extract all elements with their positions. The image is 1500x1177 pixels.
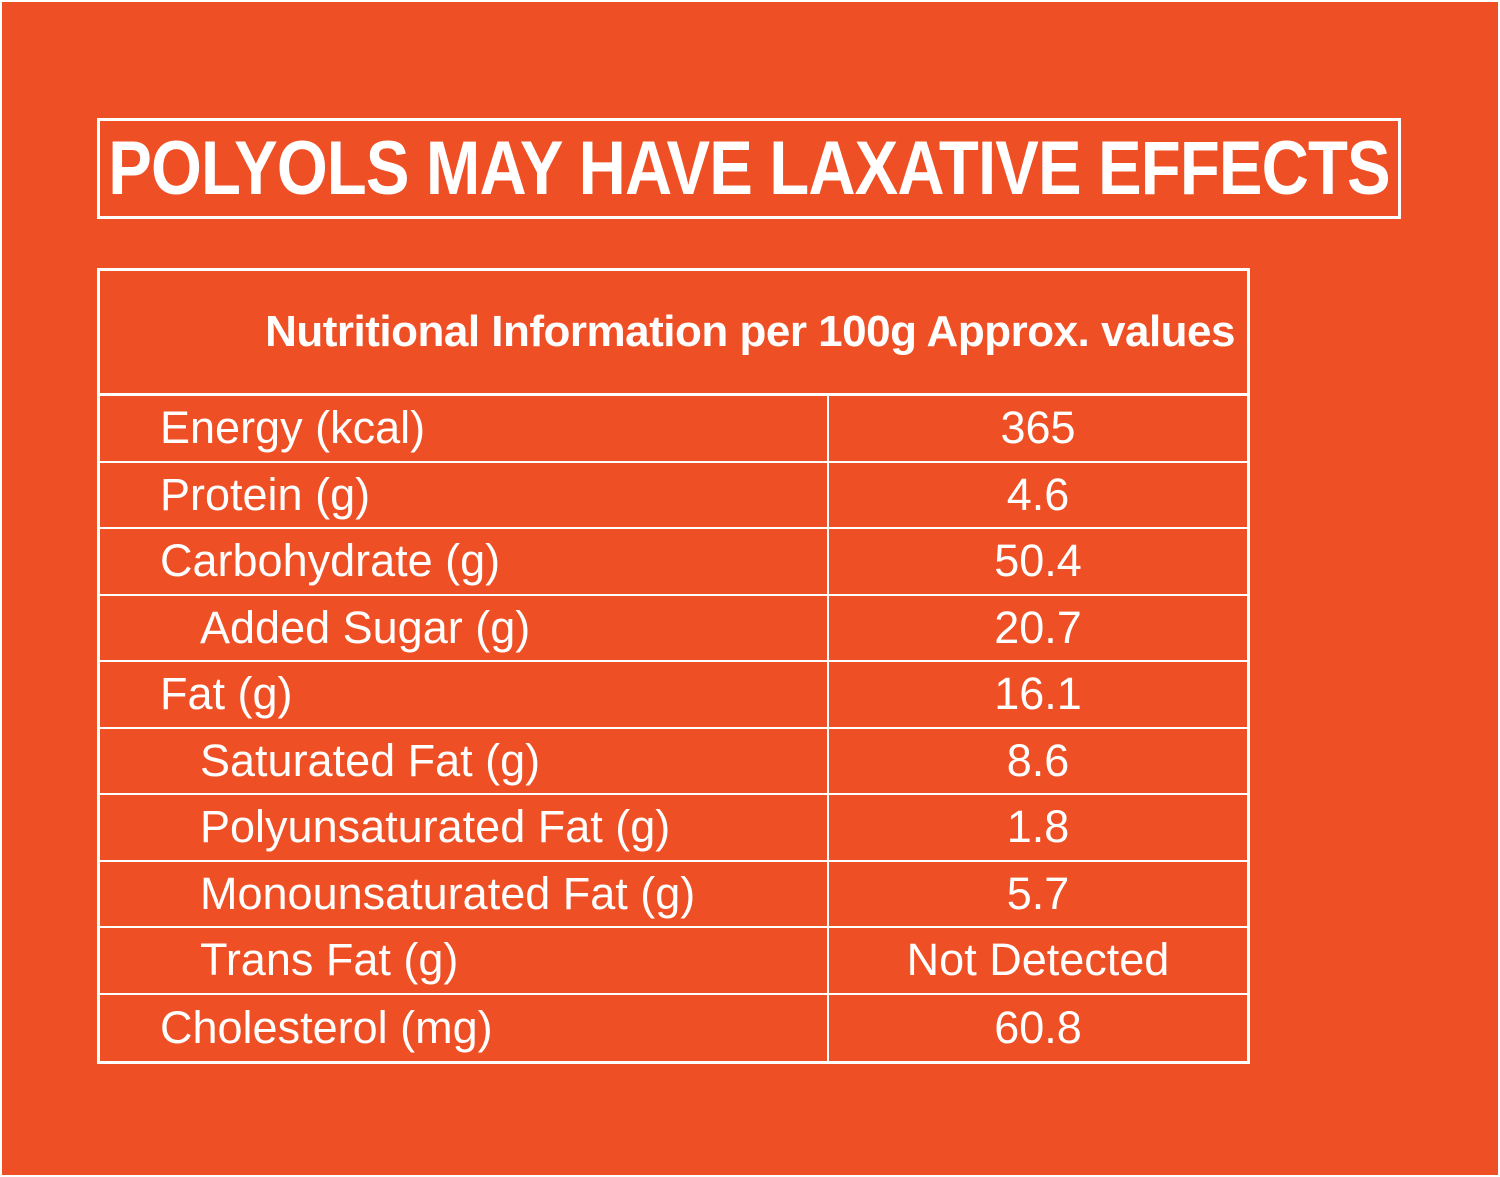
nutrition-table-title: Nutritional Information per 100g Approx.…	[265, 307, 1235, 356]
nutrient-value: 50.4	[994, 535, 1082, 587]
nutrition-table-header: Nutritional Information per 100g Approx.…	[100, 271, 1247, 396]
table-row: Monounsaturated Fat (g) 5.7	[100, 861, 1247, 928]
nutrient-label: Energy (kcal)	[100, 396, 829, 461]
nutrition-table: Nutritional Information per 100g Approx.…	[97, 268, 1250, 1064]
table-row: Trans Fat (g) Not Detected	[100, 928, 1247, 995]
nutrient-label: Fat (g)	[100, 662, 829, 727]
warning-box: POLYOLS MAY HAVE LAXATIVE EFFECTS	[97, 118, 1401, 219]
nutrient-value: Not Detected	[906, 934, 1170, 986]
table-row: Carbohydrate (g) 50.4	[100, 529, 1247, 596]
table-row: Energy (kcal) 365	[100, 396, 1247, 463]
nutrient-sublabel: Saturated Fat (g)	[100, 728, 829, 793]
nutrient-label: Cholesterol (mg)	[100, 994, 829, 1061]
nutrient-value: 20.7	[994, 601, 1082, 653]
nutrient-label: Carbohydrate (g)	[100, 529, 829, 594]
nutrient-sublabel: Monounsaturated Fat (g)	[100, 861, 829, 926]
table-row: Polyunsaturated Fat (g) 1.8	[100, 795, 1247, 862]
nutrient-value: 8.6	[1006, 734, 1070, 786]
table-row: Fat (g) 16.1	[100, 662, 1247, 729]
table-row: Added Sugar (g) 20.7	[100, 595, 1247, 662]
nutrient-value: 5.7	[1006, 867, 1070, 919]
table-row: Protein (g) 4.6	[100, 462, 1247, 529]
nutrient-value: 60.8	[994, 1001, 1082, 1053]
table-row: Saturated Fat (g) 8.6	[100, 728, 1247, 795]
nutrient-value: 16.1	[994, 668, 1082, 720]
table-row: Cholesterol (mg) 60.8	[100, 994, 1247, 1061]
warning-text: POLYOLS MAY HAVE LAXATIVE EFFECTS	[108, 125, 1390, 211]
nutrient-label: Protein (g)	[100, 462, 829, 527]
nutrient-value: 4.6	[1006, 468, 1070, 520]
nutrient-sublabel: Polyunsaturated Fat (g)	[100, 795, 829, 860]
nutrient-sublabel: Added Sugar (g)	[100, 595, 829, 660]
nutrient-sublabel: Trans Fat (g)	[100, 928, 829, 993]
nutrient-value: 1.8	[1006, 801, 1070, 853]
nutrient-value: 365	[1000, 402, 1076, 454]
